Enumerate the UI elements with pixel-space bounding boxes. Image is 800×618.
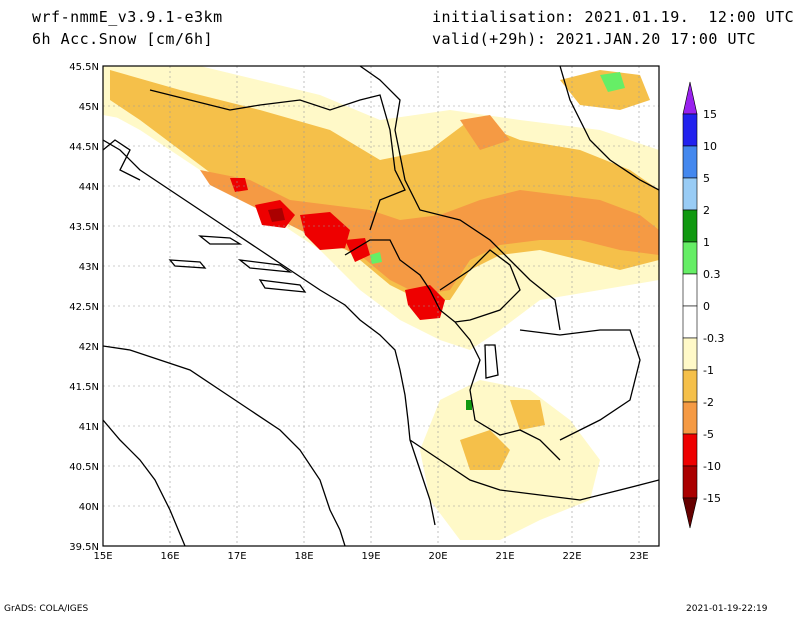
snow-area-green-2 (466, 400, 472, 410)
lat-label: 44N (79, 182, 99, 193)
lon-label: 16E (160, 551, 179, 562)
lon-label: 18E (294, 551, 313, 562)
colorbar-label: 15 (703, 108, 717, 121)
colorbar-box (682, 433, 698, 467)
colorbar-box (682, 241, 698, 275)
lat-label: 44.5N (69, 142, 99, 153)
colorbar: 15 10 5 2 1 0.3 0 -0.3 -1 -2 -5 -10 -15 (682, 81, 724, 529)
border-bosnia-croatia (149, 89, 406, 231)
snow-area-red-5 (230, 178, 248, 192)
snow-area-orange-s2 (510, 400, 545, 430)
snow-area-dark-orange (200, 170, 659, 295)
croatian-islands-2 (237, 259, 293, 273)
lat-label: 45.5N (69, 62, 99, 73)
croatian-islands-1 (197, 235, 243, 245)
lat-label: 43N (79, 262, 99, 273)
lat-label: 40.5N (69, 462, 99, 473)
lat-label: 42N (79, 342, 99, 353)
snow-area-green-3 (370, 252, 382, 264)
lat-label: 42.5N (69, 302, 99, 313)
lat-label: 39.5N (69, 542, 99, 553)
lon-label: 17E (227, 551, 246, 562)
lon-label: 20E (428, 551, 447, 562)
adriatic-east-coast (103, 139, 436, 526)
border-greece (409, 439, 659, 501)
lat-axis: 45.5N 45N 44.5N 44N 43.5N 43N 42.5N 42N … (69, 62, 99, 553)
snow-area-orange (110, 70, 659, 300)
colorbar-box (682, 145, 698, 179)
colorbar-box (682, 337, 698, 371)
lat-label: 40N (79, 502, 99, 513)
snow-area-dark-orange-n (460, 115, 510, 150)
lon-axis: 15E 16E 17E 18E 19E 20E 21E 22E 23E (93, 551, 648, 562)
colorbar-top-arrow (682, 81, 698, 115)
lon-label: 21E (495, 551, 514, 562)
croatian-islands-3 (168, 259, 207, 269)
initialisation-time: initialisation: 2021.01.19. 12:00 UTC (432, 8, 795, 26)
snow-area-darkred (268, 208, 285, 222)
grid-lines (103, 66, 659, 546)
colorbar-label: 0.3 (703, 268, 721, 281)
croatian-islands-4 (258, 279, 307, 293)
model-title: wrf-nmmE_v3.9.1-e3km (32, 8, 223, 26)
valid-time: valid(+29h): 2021.JAN.20 17:00 UTC (432, 30, 757, 48)
colorbar-label: 0 (703, 300, 710, 313)
border-macedonia-bulgaria (519, 329, 641, 441)
colorbar-label: -10 (703, 460, 721, 473)
colorbar-label: 2 (703, 204, 710, 217)
colorbar-box (682, 177, 698, 211)
colorbar-label: 5 (703, 172, 710, 185)
snow-area-red-2 (300, 212, 350, 250)
lat-label: 41N (79, 422, 99, 433)
colorbar-box (682, 465, 698, 499)
colorbar-box (682, 401, 698, 435)
colorbar-box (682, 369, 698, 403)
lon-label: 23E (629, 551, 648, 562)
border-romania-bulgaria (559, 66, 659, 191)
lat-label: 45N (79, 102, 99, 113)
colorbar-label: -2 (703, 396, 714, 409)
border-serbia (359, 66, 561, 331)
lon-label: 15E (93, 551, 112, 562)
snow-area-orange-ne (560, 70, 650, 110)
colorbar-label: 1 (703, 236, 710, 249)
border-albania-macedonia (454, 321, 561, 461)
lon-label: 22E (562, 551, 581, 562)
lake-ohrid (484, 344, 499, 379)
colorbar-label: -15 (703, 492, 721, 505)
colorbar-label: 10 (703, 140, 717, 153)
italy-heel (103, 419, 186, 546)
grads-credit: GrADS: COLA/IGES (4, 604, 89, 614)
border-kosovo (439, 249, 521, 323)
colorbar-label: -0.3 (703, 332, 724, 345)
variable-title: 6h Acc.Snow [cm/6h] (32, 30, 214, 48)
colorbar-box (682, 273, 698, 307)
colorbar-label: -5 (703, 428, 714, 441)
lon-label: 19E (361, 551, 380, 562)
snow-area-light-south (420, 380, 600, 540)
coastlines-borders (103, 66, 659, 546)
istria-coast (103, 139, 141, 181)
colorbar-box (682, 113, 698, 147)
colorbar-label: -1 (703, 364, 714, 377)
colorbar-bottom-arrow (682, 497, 698, 529)
generation-timestamp: 2021-01-19-22:19 (686, 604, 768, 614)
snow-area-green (600, 72, 625, 92)
snow-area-red-4 (405, 285, 445, 320)
snow-field (103, 66, 659, 546)
colorbar-box (682, 305, 698, 339)
border-montenegro (344, 239, 456, 323)
map-frame (102, 65, 660, 547)
snow-area-orange-south (460, 430, 510, 470)
italy-east-coast (103, 345, 346, 546)
lat-label: 43.5N (69, 222, 99, 233)
lat-label: 41.5N (69, 382, 99, 393)
colorbar-box (682, 209, 698, 243)
